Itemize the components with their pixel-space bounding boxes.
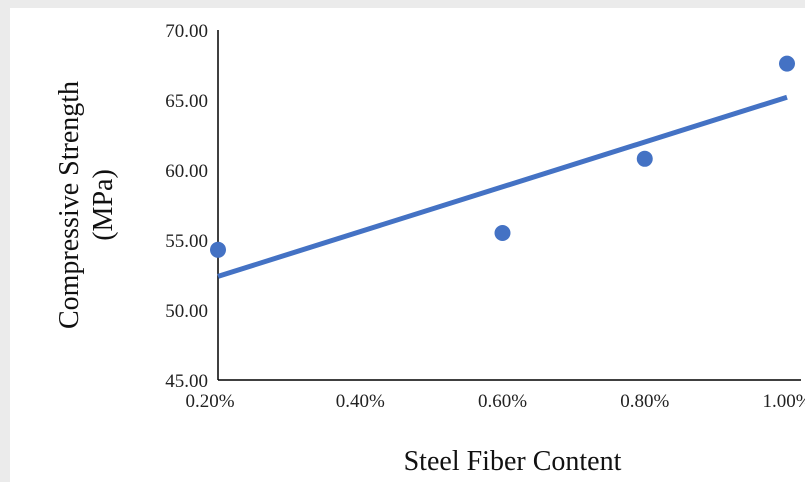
data-point xyxy=(494,225,511,241)
x-tick-label: 0.80% xyxy=(620,391,669,412)
y-tick-label: 60.00 xyxy=(165,161,208,182)
scatter-chart: 45.00 50.00 55.00 60.00 65.00 70.00 0.20% 0.40… xyxy=(54,21,805,477)
y-axis-title-line-1: Compressive Strength xyxy=(54,81,85,329)
y-tick-label: 50.00 xyxy=(165,301,208,322)
x-tick-labels: 0.20% 0.40% 0.60% 0.80% 1.00% xyxy=(185,391,805,412)
y-tick-label: 55.00 xyxy=(165,231,208,252)
x-tick-label: 0.60% xyxy=(478,391,527,412)
x-axis-title: Steel Fiber Content xyxy=(404,446,622,477)
data-points xyxy=(210,55,795,258)
x-tick-label: 1.00% xyxy=(762,391,805,412)
y-axis-title-line-2: (MPa) xyxy=(88,169,119,241)
y-tick-labels: 45.00 50.00 55.00 60.00 65.00 70.00 xyxy=(165,21,208,392)
axes xyxy=(217,30,801,381)
data-point xyxy=(636,150,653,167)
chart-frame: 45.00 50.00 55.00 60.00 65.00 70.00 0.20% 0.40… xyxy=(10,8,805,482)
data-point xyxy=(779,55,795,72)
x-tick-label: 0.20% xyxy=(185,391,234,412)
data-point xyxy=(210,241,226,258)
y-tick-label: 70.00 xyxy=(165,21,208,42)
y-tick-label: 45.00 xyxy=(165,371,208,392)
y-tick-label: 65.00 xyxy=(165,91,208,112)
x-tick-label: 0.40% xyxy=(336,391,385,412)
trendline xyxy=(217,94,788,279)
